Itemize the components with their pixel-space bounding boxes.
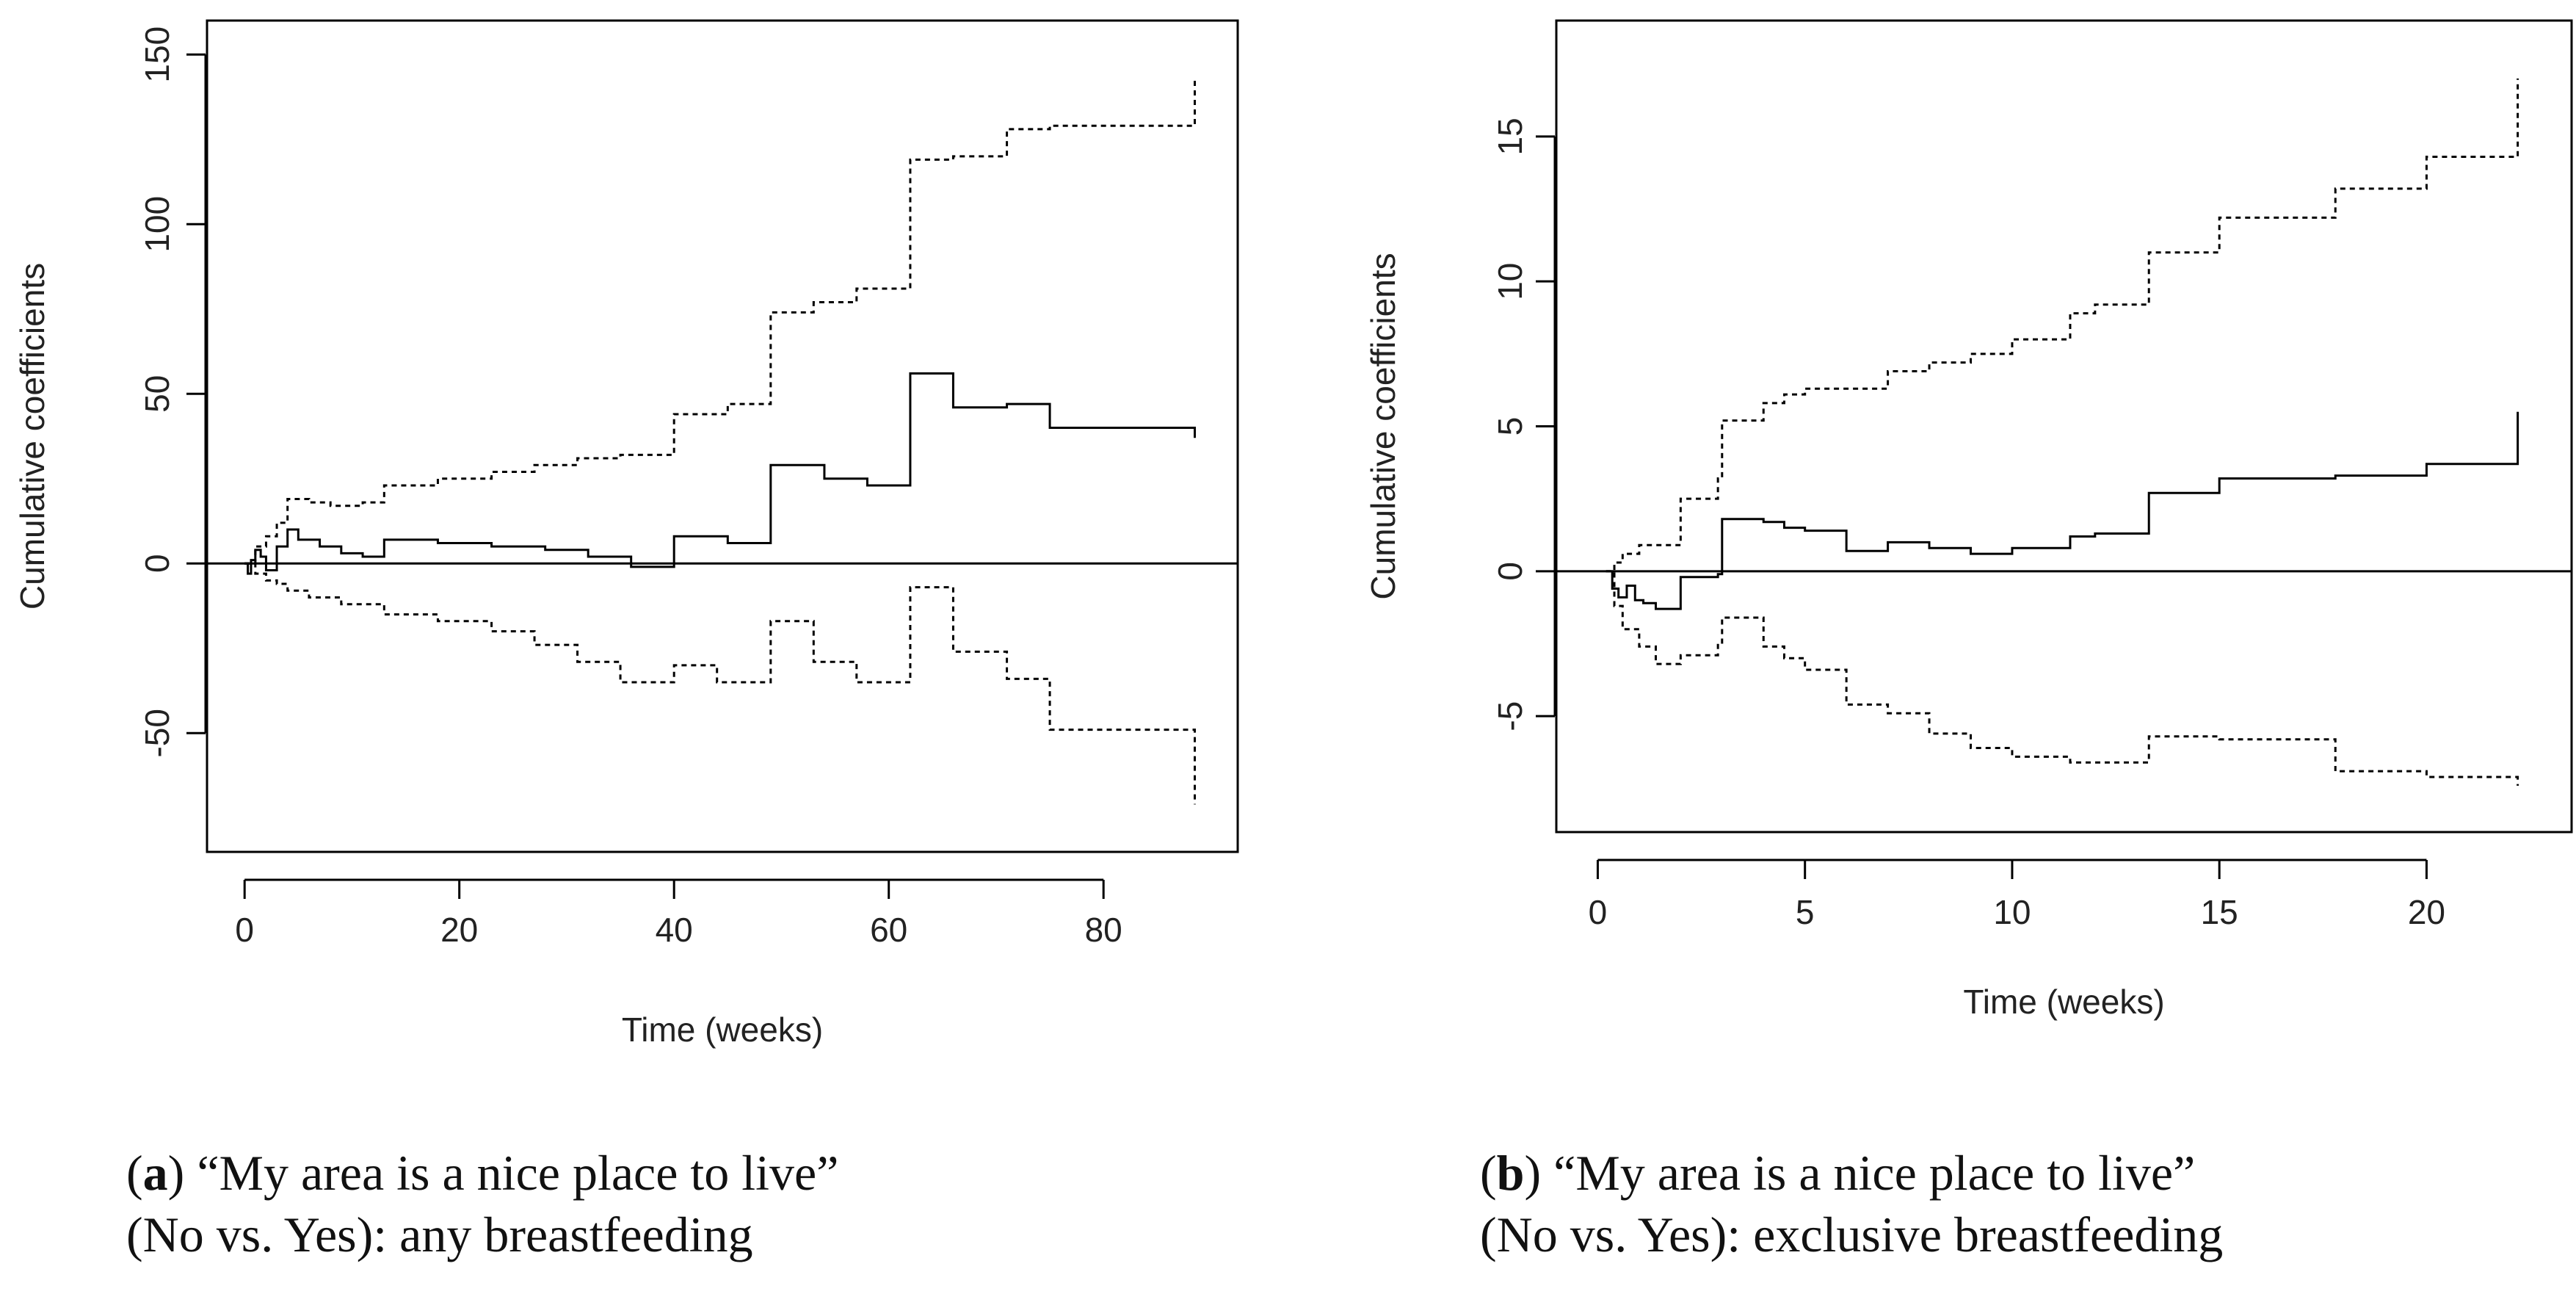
series-line-b-0 bbox=[1606, 411, 2519, 610]
y-tick-label-b-2: 5 bbox=[1491, 417, 1529, 436]
y-tick-label-b-1: 0 bbox=[1491, 562, 1529, 581]
caption-b-title: “My area is a nice place to live” bbox=[1553, 1145, 2196, 1201]
y-tick-label-a-3: 100 bbox=[138, 196, 176, 253]
chart-panel-b: 0 5 10 15 20 -5 0 5 10 15 Time (weeks) Cumulative c… bbox=[1364, 19, 2573, 1021]
x-tick-label-b-4: 20 bbox=[2408, 893, 2445, 931]
y-axis-label-a: Cumulative coefficients bbox=[13, 263, 51, 610]
y-tick-label-b-0: -5 bbox=[1491, 701, 1529, 731]
y-axis-label-b: Cumulative coefficients bbox=[1364, 253, 1402, 599]
x-tick-label-b-2: 10 bbox=[1993, 893, 2031, 931]
plot-frame-b bbox=[1555, 19, 2573, 834]
panel-label-a: a bbox=[142, 1145, 168, 1201]
x-tick-label-b-3: 15 bbox=[2201, 893, 2238, 931]
y-tick-label-a-0: -50 bbox=[138, 709, 176, 757]
series-line-a-2 bbox=[244, 562, 1196, 805]
series-line-a-1 bbox=[244, 78, 1196, 565]
x-axis-label-a: Time (weeks) bbox=[622, 1011, 823, 1049]
series-line-a-0 bbox=[244, 372, 1196, 575]
caption-b-line2: (No vs. Yes): exclusive breastfeeding bbox=[1480, 1207, 2224, 1262]
plot-frame-a bbox=[206, 19, 1239, 853]
panel-label-b: b bbox=[1496, 1145, 1525, 1201]
y-tick-label-b-4: 15 bbox=[1491, 118, 1529, 155]
y-tick-label-a-2: 50 bbox=[138, 375, 176, 413]
y-tick-label-a-4: 150 bbox=[138, 26, 176, 83]
caption-b: (b) “My area is a nice place to live” (N… bbox=[1480, 1142, 2223, 1265]
series-line-b-1 bbox=[1606, 78, 2519, 573]
y-tick-label-a-1: 0 bbox=[138, 554, 176, 573]
x-tick-label-b-0: 0 bbox=[1589, 893, 1608, 931]
caption-a: (a) “My area is a nice place to live” (N… bbox=[126, 1142, 838, 1265]
caption-b-line1: (b) “My area is a nice place to live” bbox=[1480, 1145, 2196, 1201]
chart-panel-a: 0 20 40 60 80 -50 0 50 100 150 Time (weeks) Cumulat… bbox=[13, 19, 1239, 1049]
x-tick-label-b-1: 5 bbox=[1796, 893, 1815, 931]
x-axis-label-b: Time (weeks) bbox=[1963, 983, 2164, 1021]
caption-a-line1: (a) “My area is a nice place to live” bbox=[126, 1145, 839, 1201]
x-tick-label-a-0: 0 bbox=[235, 911, 254, 949]
x-tick-label-a-3: 60 bbox=[870, 911, 907, 949]
caption-a-title: “My area is a nice place to live” bbox=[197, 1145, 839, 1201]
x-tick-label-a-2: 40 bbox=[656, 911, 693, 949]
x-tick-label-a-4: 80 bbox=[1085, 911, 1122, 949]
y-tick-label-b-3: 10 bbox=[1491, 263, 1529, 300]
x-tick-label-a-1: 20 bbox=[440, 911, 478, 949]
caption-a-line2: (No vs. Yes): any breastfeeding bbox=[126, 1207, 753, 1262]
series-line-b-2 bbox=[1606, 570, 2519, 786]
